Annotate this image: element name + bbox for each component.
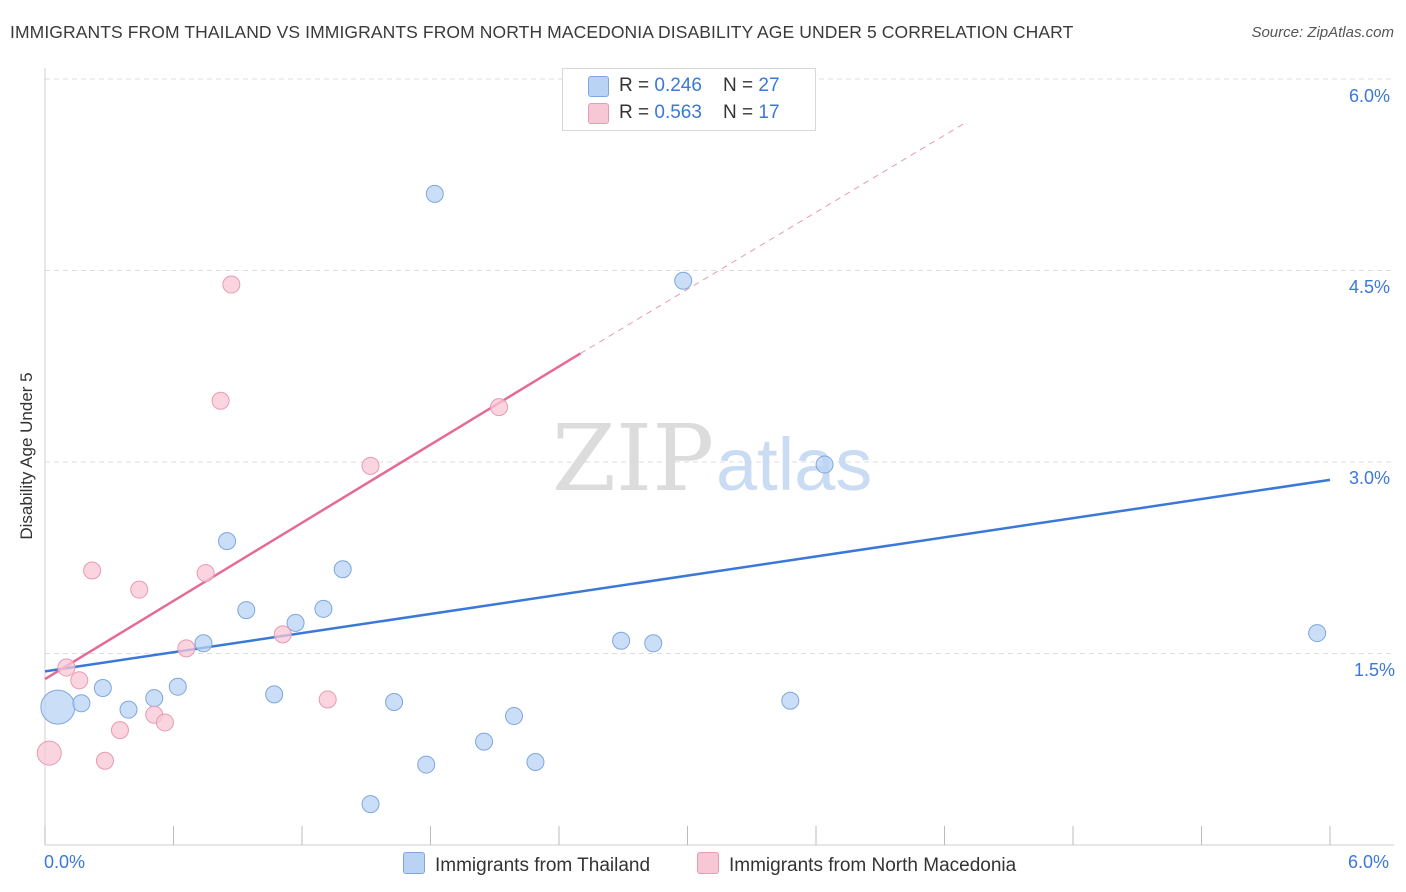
correlation-legend: R = 0.246 N = 27 R = 0.563 N = 17 [562,68,816,131]
macedonia-legend-swatch [697,852,719,874]
legend-r-value: 0.563 [654,102,702,123]
legend-n-label: N = [723,75,759,96]
macedonia-legend-label: Immigrants from North Macedonia [729,855,1017,876]
macedonia-point [490,398,509,417]
thailand-point [612,631,631,650]
macedonia-point [318,690,337,709]
legend-item-macedonia: Immigrants from North Macedonia [697,852,1016,877]
legend-n-value: 27 [758,75,780,96]
thailand-point [361,795,380,814]
macedonia-point [130,580,149,599]
watermark-atlas: atlas [716,423,872,506]
thailand-point [475,732,494,751]
macedonia-trend-extension [580,121,967,354]
thailand-point [333,560,352,579]
macedonia-point [361,456,380,475]
macedonia-point [110,721,129,740]
x-tick-label-min: 0.0% [44,852,86,872]
thailand-point [314,599,333,618]
grid-lines [45,78,1394,654]
thailand-point [286,613,305,632]
macedonia-point [57,658,76,677]
thailand-point [781,691,800,710]
thailand-point [526,753,545,772]
macedonia-point [70,671,89,690]
thailand-legend-swatch [403,852,425,874]
thailand-point [119,700,138,719]
y-tick-label-3: 3.0% [1349,468,1391,488]
thailand-point [145,689,164,708]
thailand-point [385,693,404,712]
macedonia-point [36,740,62,766]
macedonia-point [211,391,230,410]
legend-n-value: 17 [758,102,780,123]
macedonia-point [222,275,241,294]
x-tick-label-max: 6.0% [1348,852,1390,872]
thailand-point [1308,624,1327,643]
thailand-trend-line [44,478,1331,673]
y-tick-label-1-5: 1.5% [1354,660,1396,680]
thailand-point [417,755,436,774]
macedonia-point [177,639,196,658]
thailand-point [644,634,663,653]
y-tick-label-6: 6.0% [1349,86,1391,106]
watermark-zip: ZIP [552,405,714,512]
source-label: Source: ZipAtlas.com [1251,24,1394,41]
legend-row-thailand: R = 0.246 N = 27 [563,73,815,99]
macedonia-point [155,713,174,732]
legend-n-label: N = [723,102,759,123]
thailand-point [425,184,444,203]
macedonia-point [196,564,215,583]
legend-r-value: 0.246 [654,75,702,96]
thailand-point [237,601,256,620]
thailand-point [265,685,284,704]
thailand-point [168,677,187,696]
macedonia-swatch [588,103,609,124]
thailand-point [815,455,834,474]
thailand-swatch [588,76,609,97]
thailand-point [674,271,693,290]
thailand-point [72,694,91,713]
watermark: ZIP atlas [552,405,872,512]
chart-title: IMMIGRANTS FROM THAILAND VS IMMIGRANTS F… [10,22,1074,42]
thailand-point [40,689,76,725]
legend-row-macedonia: R = 0.563 N = 17 [563,100,815,126]
thailand-legend-label: Immigrants from Thailand [435,855,651,876]
y-axis-label: Disability Age Under 5 [17,372,36,540]
y-tick-label-4-5: 4.5% [1349,277,1391,297]
thailand-point [505,707,524,726]
data-points [36,108,1327,814]
macedonia-point [83,561,102,580]
legend-r-label: R = [619,102,655,123]
thailand-point [194,634,213,653]
legend-item-thailand: Immigrants from Thailand [403,852,650,877]
thailand-point [218,532,237,551]
macedonia-point [273,625,292,644]
thailand-point [93,678,112,697]
trend-lines [44,121,1331,681]
legend-r-label: R = [619,75,655,96]
macedonia-point [95,751,114,770]
